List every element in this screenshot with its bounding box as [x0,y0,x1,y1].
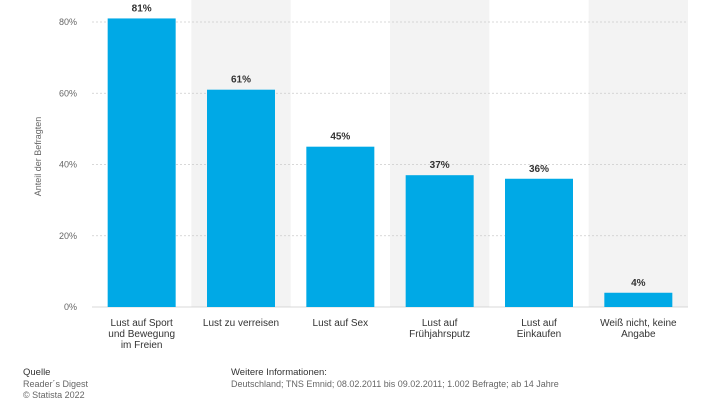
category-label: Lust auf Frühjahrsputz [409,318,470,340]
value-label: 37% [430,160,450,171]
value-label: 61% [231,75,251,86]
category-label-line: Lust auf [422,318,458,329]
source-text: Reader´s Digest [23,378,89,389]
category-label-line: Lust auf Sex [313,318,369,329]
value-label: 4% [631,278,646,289]
category-label: Lust auf Sex [313,318,369,329]
bar [207,89,275,307]
info-text: Deutschland; TNS Emnid; 08.02.2011 bis 0… [231,378,559,389]
category-label-line: Lust zu verreisen [203,318,279,329]
category-label: Weiß nicht, keine Angabe [600,318,677,340]
category-label-line: Weiß nicht, keine [600,318,677,329]
category-label-line: Frühjahrsputz [409,329,470,340]
y-tick-label: 60% [59,88,77,98]
copyright-text: © Statista 2022 [23,390,85,400]
value-label: 81% [132,3,152,14]
info-heading: Weitere Informationen: [231,367,327,378]
source-heading: Quelle [23,367,51,378]
bar [505,178,573,307]
category-label-line: und Bewegung [108,329,175,340]
category-label: Lust auf Sport und Bewegung im Freien [108,318,175,351]
category-label-line: Einkaufen [517,329,561,340]
y-tick-label: 0% [64,302,77,312]
category-label: Lust zu verreisen [203,318,279,329]
bar [405,175,474,307]
chart-svg: 0% 20% 40% 60% 80% Anteil der Befragten 81% Lus… [33,0,688,351]
category-label: Lust auf Einkaufen [517,318,561,340]
value-label: 45% [330,132,350,143]
y-tick-label: 40% [59,160,77,170]
bar [604,292,673,307]
bar [306,146,375,307]
y-axis-label: Anteil der Befragten [33,117,43,197]
value-label: 36% [529,164,549,175]
source-block: Quelle Reader´s Digest © Statista 2022 [23,367,88,402]
category-label-line: Lust auf Sport [111,318,173,329]
y-tick-label: 80% [59,17,77,27]
info-block: Weitere Informationen: Deutschland; TNS … [231,367,559,390]
category-label-line: Lust auf [521,318,557,329]
category-label-line: im Freien [121,340,163,351]
bar [107,18,176,307]
background-band [588,0,688,307]
y-tick-label: 20% [59,231,77,241]
category-label-line: Angabe [621,329,656,340]
